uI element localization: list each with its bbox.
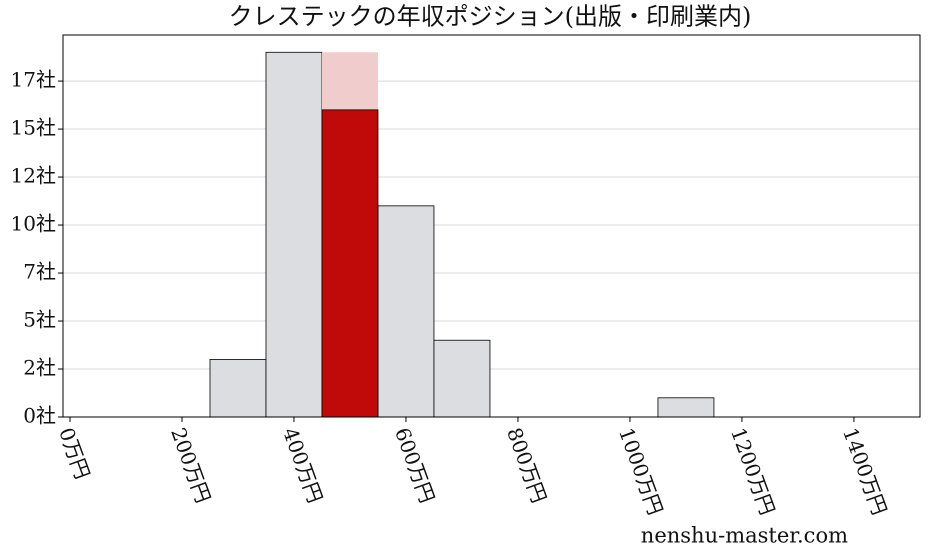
chart-title: クレステックの年収ポジション(出版・印刷業内) <box>229 3 752 31</box>
plot-frame <box>62 34 921 418</box>
x-tick-label: 1200万円 <box>726 424 780 518</box>
x-tick-label: 200万円 <box>166 424 215 506</box>
highlight-bar <box>321 109 379 418</box>
y-tick-label: 17社 <box>11 68 56 92</box>
x-tick-label: 0万円 <box>54 424 95 482</box>
y-tick-label: 15社 <box>11 116 56 140</box>
y-tick-label: 0社 <box>23 404 56 428</box>
bar <box>657 397 715 418</box>
y-tick-label: 5社 <box>23 308 56 332</box>
bar <box>433 339 491 418</box>
x-tick-label: 600万円 <box>390 424 439 506</box>
x-tick-label: 400万円 <box>278 424 327 506</box>
y-tick-label: 2社 <box>23 356 56 380</box>
bar <box>209 359 267 418</box>
y-tick-label: 10社 <box>11 212 56 236</box>
y-tick-label: 12社 <box>11 164 56 188</box>
y-tick-label: 7社 <box>23 260 56 284</box>
watermark: nenshu-master.com <box>641 524 848 548</box>
bar <box>377 205 435 418</box>
x-tick-label: 1000万円 <box>614 424 668 518</box>
x-tick-label: 1400万円 <box>838 424 892 518</box>
x-tick-label: 800万円 <box>502 424 551 506</box>
bar <box>265 51 323 418</box>
